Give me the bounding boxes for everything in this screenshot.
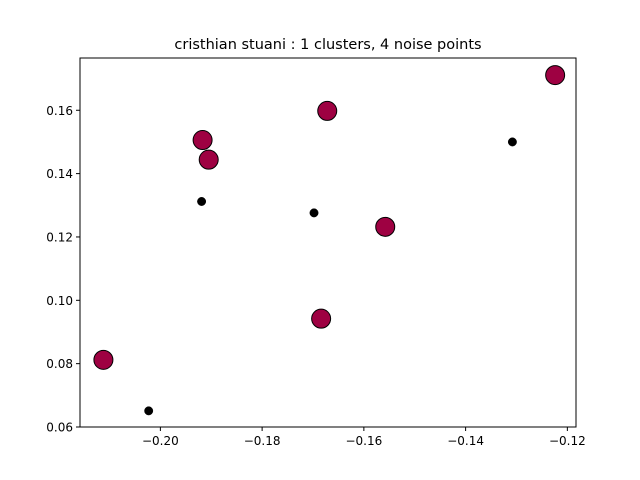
cluster-point bbox=[317, 100, 338, 121]
x-tick-label: −0.16 bbox=[345, 434, 382, 448]
cluster-point bbox=[311, 308, 332, 329]
y-tick-label: 0.14 bbox=[46, 167, 73, 181]
y-tick-label: 0.06 bbox=[46, 421, 73, 435]
chart-title: cristhian stuani : 1 clusters, 4 noise p… bbox=[174, 37, 481, 53]
x-tick-label: −0.20 bbox=[142, 434, 179, 448]
cluster-point bbox=[93, 349, 114, 370]
noise-point bbox=[197, 197, 207, 206]
y-tick-label: 0.10 bbox=[46, 294, 73, 308]
cluster-point bbox=[375, 216, 396, 237]
y-tick-label: 0.08 bbox=[46, 357, 73, 371]
cluster-point bbox=[192, 130, 213, 151]
x-tick-label: −0.12 bbox=[549, 434, 586, 448]
x-tick-label: −0.14 bbox=[447, 434, 484, 448]
x-tick-label: −0.18 bbox=[244, 434, 281, 448]
cluster-point bbox=[545, 65, 566, 86]
y-tick-label: 0.16 bbox=[46, 104, 73, 118]
noise-point bbox=[144, 406, 154, 416]
cluster-point bbox=[198, 149, 219, 170]
y-tick-label: 0.12 bbox=[46, 230, 73, 244]
noise-point bbox=[309, 208, 319, 218]
noise-point bbox=[507, 137, 517, 147]
plot-frame bbox=[79, 57, 577, 428]
